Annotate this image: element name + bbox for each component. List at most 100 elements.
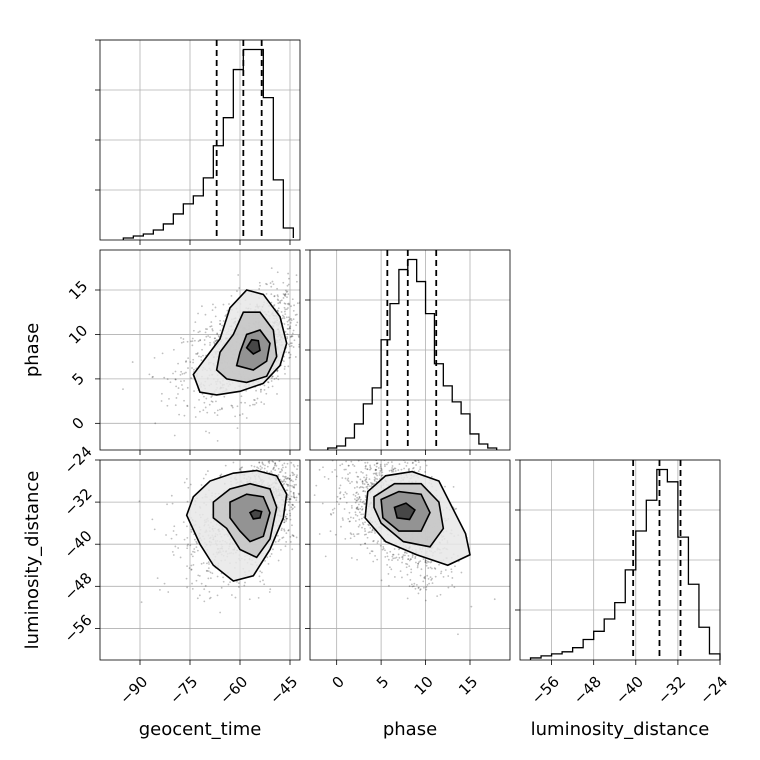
- scatter-point: [442, 575, 445, 578]
- scatter-point: [377, 540, 379, 543]
- scatter-point: [305, 518, 307, 520]
- scatter-point: [209, 325, 212, 328]
- scatter-point: [206, 562, 208, 565]
- scatter-point: [163, 582, 166, 585]
- scatter-point: [293, 304, 295, 307]
- scatter-point: [347, 473, 349, 476]
- scatter-point: [207, 567, 210, 570]
- scatter-point: [336, 500, 338, 503]
- scatter-point: [281, 469, 284, 472]
- scatter-point: [284, 433, 286, 435]
- scatter-point: [422, 558, 425, 560]
- scatter-point: [283, 306, 286, 309]
- scatter-point: [289, 512, 291, 515]
- scatter-point: [353, 465, 356, 467]
- scatter-point: [379, 463, 382, 466]
- scatter-point: [292, 451, 294, 453]
- scatter-point: [293, 454, 295, 456]
- scatter-point: [180, 370, 183, 373]
- scatter-point: [293, 495, 295, 497]
- scatter-point: [194, 321, 197, 324]
- scatter-point: [294, 478, 297, 481]
- scatter-point: [280, 480, 283, 483]
- scatter-point: [289, 353, 292, 356]
- scatter-point: [366, 547, 369, 550]
- scatter-point: [282, 297, 285, 299]
- scatter-point: [276, 287, 279, 290]
- scatter-point: [284, 515, 287, 518]
- scatter-point: [209, 596, 212, 599]
- scatter-point: [375, 472, 378, 475]
- scatter-point: [288, 345, 291, 348]
- scatter-point: [194, 416, 197, 418]
- scatter-point: [236, 580, 238, 583]
- contour-line: [192, 289, 288, 396]
- x-tick-label: −24: [696, 673, 731, 708]
- scatter-point: [286, 457, 288, 459]
- scatter-point: [259, 465, 262, 468]
- scatter-point: [308, 511, 310, 513]
- scatter-point: [211, 309, 214, 312]
- scatter-point: [295, 536, 298, 539]
- scatter-point: [354, 520, 357, 522]
- scatter-point: [270, 285, 273, 288]
- scatter-point: [407, 558, 410, 560]
- scatter-point: [193, 548, 196, 550]
- scatter-point: [287, 504, 290, 506]
- scatter-point: [318, 533, 321, 535]
- scatter-point: [265, 451, 267, 453]
- scatter-point: [198, 594, 201, 597]
- scatter-point: [317, 455, 319, 457]
- scatter-point: [330, 513, 333, 516]
- scatter-point: [265, 392, 268, 395]
- scatter-point: [411, 554, 414, 557]
- scatter-point: [380, 469, 383, 472]
- scatter-point: [368, 478, 371, 481]
- scatter-point: [216, 575, 219, 578]
- scatter-point: [204, 313, 207, 316]
- scatter-point: [288, 509, 291, 512]
- scatter-point: [386, 555, 389, 558]
- scatter-point: [284, 302, 287, 305]
- scatter-point: [334, 533, 337, 536]
- scatter-point: [273, 295, 276, 298]
- scatter-point: [169, 381, 172, 384]
- scatter-point: [372, 455, 374, 457]
- scatter-point: [410, 568, 413, 571]
- scatter-point: [288, 318, 291, 321]
- scatter-point: [296, 321, 299, 324]
- scatter-point: [195, 579, 198, 582]
- scatter-point: [271, 375, 274, 378]
- x-tick-label: 0: [329, 673, 348, 692]
- scatter-point: [185, 360, 188, 362]
- scatter-point: [350, 504, 353, 507]
- scatter-point: [187, 367, 189, 369]
- scatter-point: [361, 501, 364, 504]
- x-tick-label: −40: [612, 673, 647, 708]
- scatter-point: [440, 572, 442, 575]
- scatter-point: [374, 554, 376, 557]
- scatter-point: [153, 356, 156, 359]
- scatter-point: [423, 577, 426, 580]
- scatter-point: [244, 401, 246, 404]
- scatter-point: [363, 533, 366, 536]
- scatter-point: [287, 365, 290, 368]
- scatter-point: [349, 532, 352, 535]
- scatter-point: [259, 468, 262, 471]
- scatter-point: [177, 547, 180, 549]
- scatter-point: [263, 388, 266, 391]
- scatter-point: [301, 342, 303, 344]
- scatter-point: [245, 389, 248, 392]
- scatter-point: [151, 518, 154, 521]
- scatter-point: [186, 386, 189, 389]
- scatter-point: [235, 456, 237, 458]
- scatter-point: [283, 317, 286, 320]
- scatter-point: [237, 274, 240, 276]
- scatter-point: [148, 373, 151, 376]
- scatter-point: [364, 503, 366, 505]
- scatter-point: [273, 304, 276, 306]
- scatter-point: [276, 298, 279, 301]
- scatter-point: [369, 552, 371, 555]
- scatter-point: [273, 466, 275, 469]
- scatter-point: [284, 308, 287, 311]
